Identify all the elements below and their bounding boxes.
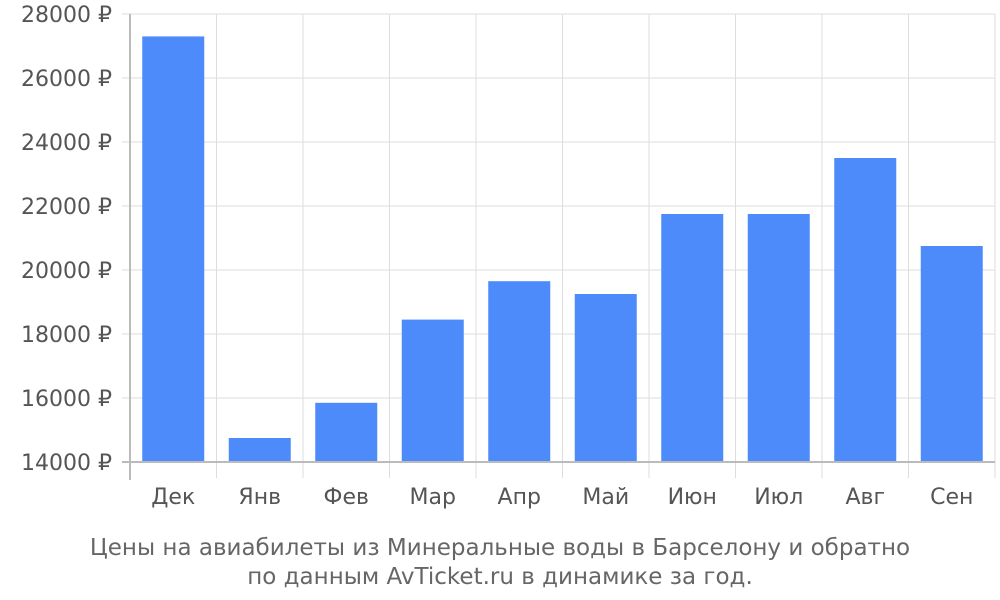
x-tick-label: Фев [324, 485, 369, 510]
y-tick-label: 26000 ₽ [21, 67, 112, 92]
y-tick-label: 18000 ₽ [21, 323, 112, 348]
bar-6 [574, 294, 637, 462]
tick-labels: 14000 ₽ 16000 ₽ 18000 ₽ 20000 ₽ 22000 ₽ 24000… [21, 3, 973, 510]
bar-2 [228, 438, 291, 462]
bar-8 [747, 214, 810, 462]
bars [142, 36, 983, 463]
bar-1 [142, 36, 205, 463]
bar-chart: 14000 ₽ 16000 ₽ 18000 ₽ 20000 ₽ 22000 ₽ 24000… [21, 3, 996, 510]
bar-4 [401, 319, 464, 462]
x-tick-label: Сен [930, 485, 973, 510]
bar-5 [488, 281, 551, 462]
bar-7 [661, 214, 724, 462]
x-tick-label: Дек [151, 485, 195, 510]
bar-10 [920, 246, 983, 462]
x-tick-label: Мар [410, 485, 456, 510]
y-tick-label: 22000 ₽ [21, 195, 112, 220]
x-tick-label: Апр [498, 485, 541, 510]
x-tick-label: Авг [845, 485, 885, 510]
x-tick-label: Янв [238, 485, 281, 510]
bar-3 [315, 402, 378, 462]
y-tick-label: 16000 ₽ [21, 387, 112, 412]
chart-caption-line-1: Цены на авиабилеты из Минеральные воды в… [89, 535, 911, 561]
x-tick-label: Июл [754, 485, 803, 510]
chart-caption-line-2: по данным AvTicket.ru в динамике за год. [247, 564, 753, 590]
y-tick-label: 24000 ₽ [21, 131, 112, 156]
y-tick-label: 20000 ₽ [21, 259, 112, 284]
axes [122, 14, 995, 480]
grid-lines [122, 13, 996, 478]
x-tick-label: Июн [668, 485, 717, 510]
y-tick-label: 14000 ₽ [21, 451, 112, 476]
x-tick-label: Май [582, 485, 629, 510]
bar-9 [834, 158, 897, 462]
y-tick-label: 28000 ₽ [21, 3, 112, 28]
